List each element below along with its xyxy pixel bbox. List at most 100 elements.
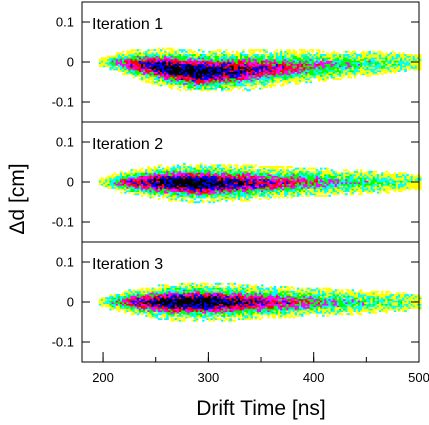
heatmap-cell: [305, 71, 308, 74]
heatmap-cell: [250, 81, 254, 84]
heatmap-cell: [195, 62, 199, 64]
heatmap-cell: [235, 194, 239, 197]
heatmap-cell: [164, 81, 167, 84]
heatmap-cell: [305, 190, 308, 192]
heatmap-cell: [271, 63, 275, 66]
heatmap-cell: [309, 55, 312, 58]
heatmap-cell: [176, 177, 180, 180]
heatmap-cell: [343, 185, 346, 188]
heatmap-cell: [124, 70, 127, 72]
heatmap-cell: [128, 57, 131, 60]
heatmap-cell: [132, 62, 136, 64]
heatmap-cell: [157, 198, 161, 200]
heatmap-cell: [294, 180, 298, 183]
heatmap-cell: [261, 169, 264, 172]
heatmap-cell: [292, 172, 296, 175]
heatmap-cell: [309, 58, 312, 61]
heatmap-cell: [343, 62, 346, 64]
heatmap-cell: [130, 71, 133, 74]
heatmap-cell: [178, 73, 182, 76]
heatmap-cell: [374, 66, 378, 69]
heatmap-cell: [395, 58, 399, 61]
heatmap-cell: [221, 194, 224, 197]
heatmap-cell: [176, 58, 180, 61]
heatmap-cell: [349, 68, 352, 71]
heatmap-cell: [210, 82, 213, 85]
heatmap-cell: [138, 169, 142, 172]
heatmap-cell: [197, 188, 201, 191]
heatmap-cell: [212, 167, 216, 170]
heatmap-cell: [258, 166, 262, 168]
heatmap-cell: [162, 178, 165, 181]
heatmap-cell: [237, 81, 241, 84]
heatmap-cell: [258, 170, 262, 173]
heatmap-cell: [233, 57, 237, 60]
heatmap-cell: [233, 180, 237, 183]
heatmap-cell: [320, 194, 323, 197]
heatmap-cell: [140, 55, 144, 58]
heatmap-cell: [414, 57, 418, 60]
heatmap-cell: [341, 68, 344, 71]
heatmap-cell: [376, 66, 380, 69]
heatmap-cell: [138, 186, 142, 189]
heatmap-cell: [130, 63, 133, 66]
heatmap-cell: [107, 182, 110, 184]
heatmap-cell: [208, 183, 211, 186]
heatmap-cell: [374, 73, 378, 76]
heatmap-cell: [315, 191, 319, 194]
heatmap-cell: [357, 193, 361, 196]
heatmap-cell: [311, 55, 315, 58]
heatmap-cell: [311, 58, 315, 61]
heatmap-cell: [157, 63, 161, 66]
heatmap-cell: [263, 76, 266, 79]
heatmap-cell: [389, 71, 393, 74]
heatmap-cell: [189, 170, 192, 173]
heatmap-cell: [385, 62, 388, 64]
heatmap-cell: [221, 177, 224, 180]
heatmap-cell: [261, 55, 264, 58]
heatmap-cell: [151, 185, 155, 188]
heatmap-cell: [271, 54, 275, 56]
heatmap-cell: [307, 185, 310, 188]
heatmap-cell: [309, 177, 312, 180]
heatmap-cell: [223, 60, 226, 63]
heatmap-cell: [328, 180, 331, 183]
heatmap-cell: [309, 63, 312, 66]
heatmap-cell: [298, 60, 302, 63]
heatmap-cell: [250, 62, 254, 64]
heatmap-cell: [119, 178, 123, 181]
heatmap-cell: [153, 57, 157, 60]
heatmap-cell: [109, 66, 112, 69]
heatmap-cell: [208, 50, 211, 53]
heatmap-cell: [233, 65, 237, 68]
heatmap-cell: [233, 70, 237, 72]
heatmap-cell: [223, 87, 226, 90]
heatmap-cell: [317, 78, 321, 80]
heatmap-cell: [320, 70, 323, 72]
heatmap-cell: [180, 193, 184, 196]
heatmap-cell: [176, 81, 180, 84]
heatmap-cell: [189, 183, 192, 186]
heatmap-cell: [178, 180, 182, 183]
heatmap-cell: [191, 180, 195, 183]
heatmap-cell: [208, 74, 211, 77]
heatmap-cell: [269, 166, 272, 168]
heatmap-cell: [166, 78, 169, 80]
heatmap-cell: [336, 65, 340, 68]
heatmap-cell: [242, 71, 245, 74]
heatmap-cell: [366, 54, 369, 56]
heatmap-cell: [122, 62, 125, 64]
heatmap-cell: [275, 190, 279, 192]
heatmap-cell: [292, 79, 296, 82]
heatmap-cell: [143, 52, 146, 55]
heatmap-cell: [343, 54, 346, 56]
heatmap-cell: [130, 178, 133, 181]
heatmap-cell: [317, 185, 321, 188]
heatmap-cell: [206, 76, 209, 79]
heatmap-cell: [298, 68, 302, 71]
heatmap-cell: [180, 194, 184, 197]
heatmap-cell: [239, 194, 243, 197]
heatmap-cell: [206, 68, 209, 71]
heatmap-cell: [193, 194, 197, 197]
heatmap-cell: [391, 70, 395, 72]
